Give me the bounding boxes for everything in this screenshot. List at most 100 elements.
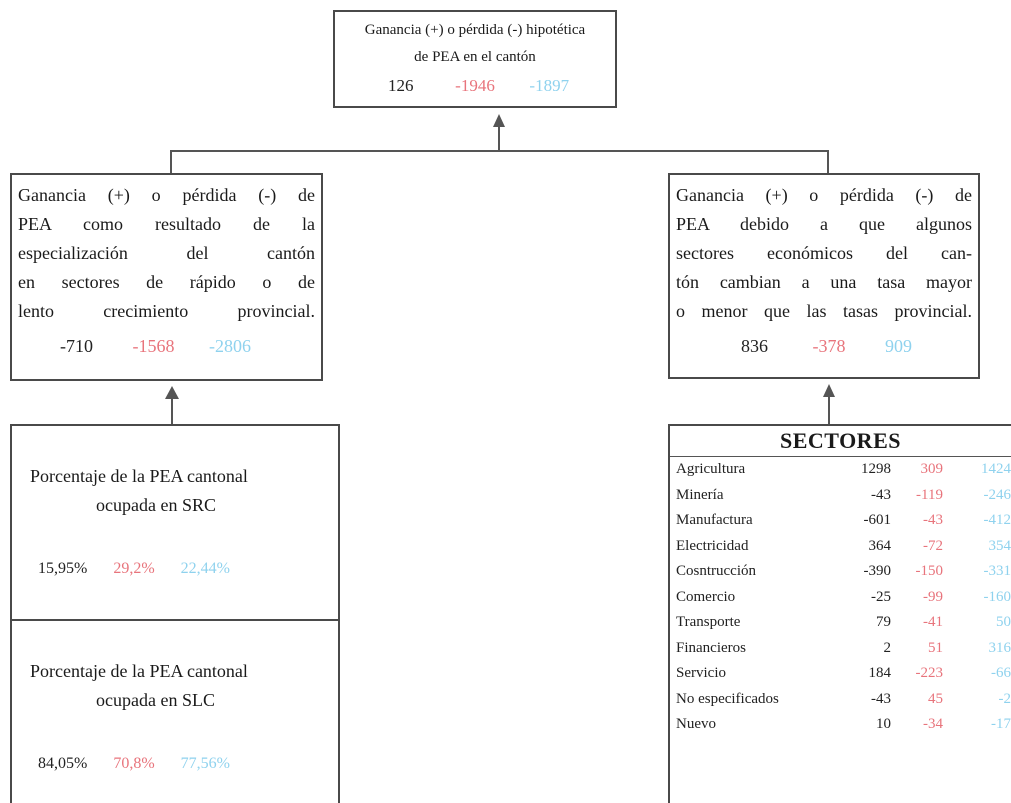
- slc-value-1: 84,05%: [38, 755, 88, 772]
- sector-value-1: 79: [876, 614, 891, 630]
- sector-value-2: -223: [915, 665, 944, 681]
- sector-name: Servicio: [676, 665, 726, 681]
- competitive-text-line: PEA debido a que algunos: [676, 214, 972, 234]
- competitive-text-line: sectores económicos del can-: [676, 243, 972, 263]
- specialization-value-2: -1568: [132, 336, 175, 356]
- src-label-line1: Porcentaje de la PEA cantonal: [30, 466, 248, 486]
- sector-value-2: -41: [923, 614, 943, 630]
- sector-name: Agricultura: [676, 461, 746, 477]
- specialization-text-line: especialización del cantón: [18, 243, 315, 263]
- sector-value-1: 1298: [861, 461, 891, 477]
- sectores-rows: Agricultura 1298 309 1424 Minería -43 -119 -246…: [670, 457, 1011, 738]
- sector-row: Manufactura -601 -43 -412: [670, 508, 1011, 534]
- specialization-text-line: lento crecimiento provincial.: [18, 301, 315, 321]
- connector-sectores-up: [828, 396, 830, 424]
- specialization-effect-box: Ganancia (+) o pérdida (-) de PEA como r…: [10, 173, 323, 381]
- sector-value-2: -34: [923, 716, 943, 732]
- specialization-text-line: PEA como resultado de la: [18, 214, 315, 234]
- sector-name: Financieros: [676, 639, 746, 656]
- sector-value-2: -99: [923, 588, 943, 605]
- competitive-value-1: 836: [741, 336, 768, 356]
- sector-value-2: -72: [923, 537, 943, 554]
- arrow-to-competitive: [823, 384, 835, 397]
- sector-name: Minería: [676, 486, 724, 503]
- sector-row: Electricidad 364 -72 354: [670, 534, 1011, 560]
- slc-percentage-box: Porcentaje de la PEA cantonal ocupada en…: [10, 619, 340, 803]
- sector-value-3: 50: [996, 614, 1011, 630]
- sector-row: Agricultura 1298 309 1424: [670, 457, 1011, 483]
- sector-value-3: -160: [983, 588, 1011, 605]
- sector-value-2: -119: [916, 486, 943, 503]
- total-change-value-3: -1897: [529, 76, 570, 95]
- total-change-title-line1: Ganancia (+) o pérdida (-) hipotética: [364, 22, 586, 38]
- sector-name: No especificados: [676, 690, 779, 707]
- specialization-values: -710 -1568 -2806: [18, 332, 315, 361]
- src-label-line2: ocupada en SRC: [96, 495, 216, 515]
- connector-src-up: [171, 398, 173, 424]
- connector-top-vertical: [498, 125, 500, 150]
- sector-value-3: -2: [998, 690, 1011, 707]
- competitive-text-line: o menor que las tasas provincial.: [676, 301, 972, 321]
- sector-value-3: -412: [983, 512, 1011, 528]
- connector-right-drop: [827, 150, 829, 173]
- sector-value-1: 10: [876, 716, 891, 732]
- sector-name: Nuevo: [676, 716, 716, 732]
- sector-row: No especificados -43 45 -2: [670, 687, 1011, 713]
- sector-value-1: 2: [883, 639, 892, 656]
- src-value-3: 22,44%: [180, 560, 230, 577]
- sector-value-1: -43: [871, 690, 891, 707]
- sector-name: Comercio: [676, 588, 736, 605]
- sector-value-1: -43: [871, 486, 891, 503]
- sector-value-2: 45: [928, 690, 943, 707]
- specialization-value-3: -2806: [209, 336, 251, 356]
- arrow-to-specialization: [165, 386, 179, 399]
- sector-value-3: -246: [983, 486, 1011, 503]
- sector-value-3: -17: [991, 716, 1011, 732]
- specialization-text-line: Ganancia (+) o pérdida (-) de: [18, 185, 315, 205]
- sector-row: Servicio 184 -223 -66: [670, 661, 1011, 687]
- sector-row: Nuevo 10 -34 -17: [670, 712, 1011, 738]
- sector-row: Transporte 79 -41 50: [670, 610, 1011, 636]
- sector-value-1: -390: [863, 563, 892, 579]
- sector-row: Comercio -25 -99 -160: [670, 585, 1011, 611]
- competitive-values: 836 -378 909: [676, 332, 972, 361]
- total-change-value-1: 126: [388, 76, 414, 95]
- src-value-1: 15,95%: [38, 560, 88, 577]
- sector-name: Electricidad: [676, 537, 749, 554]
- competitive-effect-box: Ganancia (+) o pérdida (-) de PEA debido…: [668, 173, 980, 379]
- sector-value-3: 354: [988, 537, 1011, 554]
- sector-row: Cosntrucción -390 -150 -331: [670, 559, 1011, 585]
- slc-value-2: 70,8%: [113, 755, 155, 772]
- src-value-2: 29,2%: [113, 560, 155, 577]
- competitive-value-3: 909: [885, 336, 912, 356]
- sector-row: Financieros 2 51 316: [670, 636, 1011, 662]
- src-values: 15,95% 29,2% 22,44%: [38, 560, 338, 578]
- total-change-box: Ganancia (+) o pérdida (-) hipotética de…: [333, 10, 617, 108]
- sector-value-3: 1424: [981, 461, 1011, 477]
- sector-name: Manufactura: [676, 512, 753, 528]
- sector-value-1: 184: [868, 665, 892, 681]
- sector-value-2: -43: [923, 512, 943, 528]
- sector-value-2: 309: [920, 461, 944, 477]
- sector-value-1: 364: [868, 537, 892, 554]
- sector-value-3: 316: [988, 639, 1011, 656]
- connector-left-drop: [170, 150, 172, 173]
- competitive-text-line: Ganancia (+) o pérdida (-) de: [676, 185, 972, 205]
- sectores-title: SECTORES: [670, 428, 1011, 457]
- sector-row: Minería -43 -119 -246: [670, 483, 1011, 509]
- sector-value-1: -601: [863, 512, 892, 528]
- specialization-text-line: en sectores de rápido o de: [18, 272, 315, 292]
- specialization-value-1: -710: [60, 336, 93, 356]
- slc-values: 84,05% 70,8% 77,56%: [38, 755, 338, 773]
- connector-horizontal: [170, 150, 829, 152]
- slc-value-3: 77,56%: [180, 755, 230, 772]
- sectores-table: SECTORES Agricultura 1298 309 1424 Minería -4…: [668, 424, 1011, 803]
- sector-value-3: -66: [991, 665, 1011, 681]
- sector-value-1: -25: [871, 588, 891, 605]
- src-percentage-box: Porcentaje de la PEA cantonal ocupada en…: [10, 424, 340, 621]
- sector-value-2: 51: [928, 639, 943, 656]
- competitive-text-line: tón cambian a una tasa mayor: [676, 272, 972, 292]
- competitive-value-2: -378: [812, 336, 846, 356]
- sector-value-2: -150: [915, 563, 944, 579]
- sector-name: Cosntrucción: [676, 563, 756, 579]
